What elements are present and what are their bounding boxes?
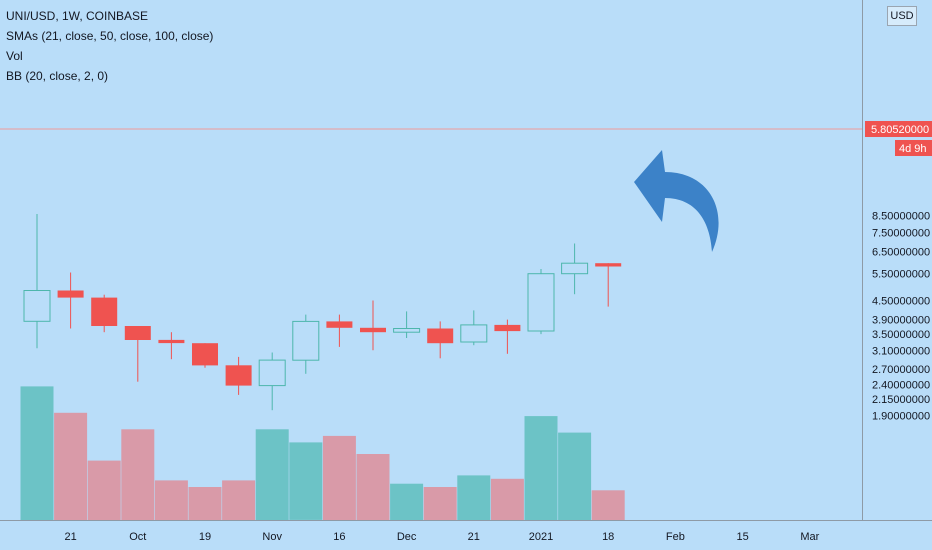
price-tick-label: 1.90000000 (872, 411, 930, 423)
price-axis[interactable]: 8.50000000 7.50000000 6.50000000 5.50000000… (872, 211, 930, 423)
volume-bar (188, 487, 222, 520)
volume-indicator-label[interactable]: Vol (6, 49, 23, 63)
symbol-title[interactable]: UNI/USD, 1W, COINBASE (6, 9, 149, 23)
countdown-label: 4d 9h (895, 140, 932, 156)
candle-body-down[interactable] (360, 327, 386, 333)
candle-body-up[interactable] (460, 324, 488, 343)
countdown-value: 4d 9h (899, 143, 927, 155)
candle-body-down[interactable] (124, 326, 151, 340)
volume-bar (289, 442, 323, 520)
volume-bar (154, 480, 188, 520)
time-tick-label: 19 (199, 531, 211, 543)
candle-body-down[interactable] (225, 365, 252, 386)
volume-bar (222, 480, 256, 520)
candle-body-down[interactable] (57, 290, 84, 298)
time-axis[interactable]: 21 Oct 19 Nov 16 Dec 21 2021 18 Feb 15 Mar (64, 531, 819, 543)
time-tick-label: 18 (602, 531, 614, 543)
price-tick-label: 3.10000000 (872, 345, 930, 357)
candle-layer (23, 214, 622, 411)
time-tick-label: Nov (262, 531, 282, 543)
price-tick-label: 2.40000000 (872, 380, 930, 392)
candle-body-down[interactable] (158, 339, 185, 344)
candle-body-up[interactable] (527, 273, 555, 332)
time-tick-label: 15 (736, 531, 748, 543)
price-tick-label: 8.50000000 (872, 211, 930, 223)
price-tick-label: 3.50000000 (872, 329, 930, 341)
volume-bar (490, 478, 524, 521)
volume-bar (457, 475, 491, 520)
volume-bar (20, 386, 54, 521)
volume-bar (121, 429, 155, 521)
time-tick-label: 21 (468, 531, 480, 543)
candle-body-down[interactable] (326, 321, 353, 328)
candle-body-down[interactable] (595, 263, 622, 267)
chart-legend: UNI/USD, 1W, COINBASE SMAs (21, close, 5… (6, 6, 213, 86)
price-tick-label: 7.50000000 (872, 227, 930, 239)
time-tick-label: Oct (129, 531, 146, 543)
volume-bar (255, 429, 289, 521)
volume-bar (524, 416, 558, 521)
candle-body-up[interactable] (561, 262, 589, 275)
volume-bar (87, 460, 121, 520)
volume-bar (54, 412, 88, 521)
volume-bar (423, 487, 457, 520)
volume-bar (558, 432, 592, 521)
time-tick-label: 21 (64, 531, 76, 543)
last-price-label: 5.80520000 (865, 121, 932, 137)
candle-body-down[interactable] (192, 343, 218, 366)
volume-bar (390, 483, 424, 520)
time-tick-label: 2021 (529, 531, 553, 543)
candle-body-down[interactable] (427, 328, 454, 344)
candle-body-up[interactable] (292, 320, 320, 361)
last-price-value: 5.80520000 (871, 124, 929, 136)
volume-bar (356, 454, 390, 520)
volume-layer (20, 386, 625, 521)
price-tick-label: 4.50000000 (872, 296, 930, 308)
candle-body-up[interactable] (393, 328, 421, 333)
time-tick-label: Mar (800, 531, 819, 543)
volume-bar (322, 435, 356, 521)
price-tick-label: 2.70000000 (872, 364, 930, 376)
candle-body-up[interactable] (23, 290, 51, 322)
price-tick-label: 2.15000000 (872, 394, 930, 406)
price-tick-label: 5.50000000 (872, 269, 930, 281)
curved-arrow-icon (634, 150, 719, 252)
sma-indicator-label[interactable]: SMAs (21, close, 50, close, 100, close) (6, 29, 214, 43)
time-tick-label: Dec (397, 531, 417, 543)
candle-body-down[interactable] (91, 297, 118, 326)
volume-bar (591, 490, 625, 520)
time-tick-label: 16 (333, 531, 345, 543)
candle-body-up[interactable] (258, 359, 286, 387)
bb-indicator-label[interactable]: BB (20, close, 2, 0) (6, 69, 109, 83)
price-tick-label: 3.90000000 (872, 315, 930, 327)
price-tick-label: 6.50000000 (872, 246, 930, 258)
time-tick-label: Feb (666, 531, 685, 543)
currency-badge[interactable]: USD (887, 6, 917, 26)
candle-body-down[interactable] (494, 324, 521, 332)
